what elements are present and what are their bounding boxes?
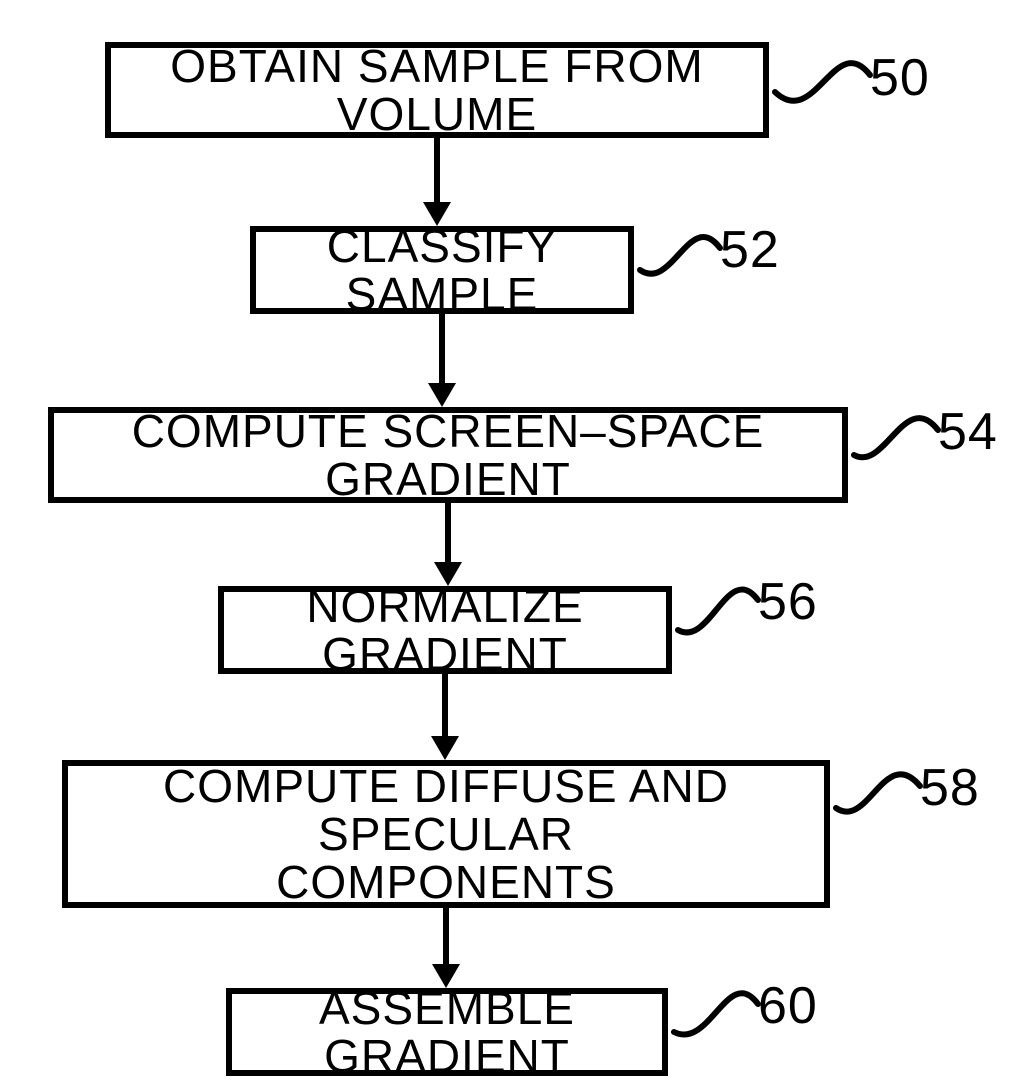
flow-box-n56: NORMALIZE GRADIENT xyxy=(218,586,672,674)
arrow-shaft-n50-n52 xyxy=(434,138,440,204)
flow-label-n54: 54 xyxy=(938,402,998,462)
label-connector-n58 xyxy=(0,0,1036,1089)
flow-box-text: CLASSIFY SAMPLE xyxy=(266,222,618,319)
flowchart-canvas: OBTAIN SAMPLE FROM VOLUME 50 CLASSIFY SAMP… xyxy=(0,0,1036,1089)
label-connector-n56 xyxy=(0,0,1036,1089)
arrow-head-icon xyxy=(423,202,451,226)
arrow-shaft-n58-n60 xyxy=(443,908,449,966)
flow-box-text: COMPUTE DIFFUSE AND SPECULAR COMPONENTS xyxy=(78,762,814,907)
flow-box-text: ASSEMBLE GRADIENT xyxy=(242,984,652,1081)
flow-box-n54: COMPUTE SCREEN–SPACE GRADIENT xyxy=(48,407,848,503)
label-connector-n54 xyxy=(0,0,1036,1089)
flow-box-n58: COMPUTE DIFFUSE AND SPECULAR COMPONENTS xyxy=(62,760,830,908)
flow-box-n50: OBTAIN SAMPLE FROM VOLUME xyxy=(105,42,769,138)
arrow-head-icon xyxy=(431,736,459,760)
flow-box-n52: CLASSIFY SAMPLE xyxy=(250,226,634,314)
flow-label-n52: 52 xyxy=(720,220,780,280)
arrow-shaft-n52-n54 xyxy=(439,314,445,385)
flow-box-text: OBTAIN SAMPLE FROM VOLUME xyxy=(121,42,753,139)
flow-box-text: NORMALIZE GRADIENT xyxy=(234,582,656,679)
flow-label-n50: 50 xyxy=(870,48,930,108)
label-connector-n52 xyxy=(0,0,1036,1089)
flow-label-n60: 60 xyxy=(758,976,818,1036)
arrow-head-icon xyxy=(432,964,460,988)
flow-box-n60: ASSEMBLE GRADIENT xyxy=(226,988,668,1076)
arrow-head-icon xyxy=(428,383,456,407)
flow-label-n58: 58 xyxy=(920,758,980,818)
arrow-head-icon xyxy=(434,562,462,586)
flow-label-n56: 56 xyxy=(758,572,818,632)
arrow-shaft-n54-n56 xyxy=(445,503,451,564)
arrow-shaft-n56-n58 xyxy=(442,674,448,738)
flow-box-text: COMPUTE SCREEN–SPACE GRADIENT xyxy=(64,407,832,504)
label-connector-n60 xyxy=(0,0,1036,1089)
label-connector-n50 xyxy=(0,0,1036,1089)
